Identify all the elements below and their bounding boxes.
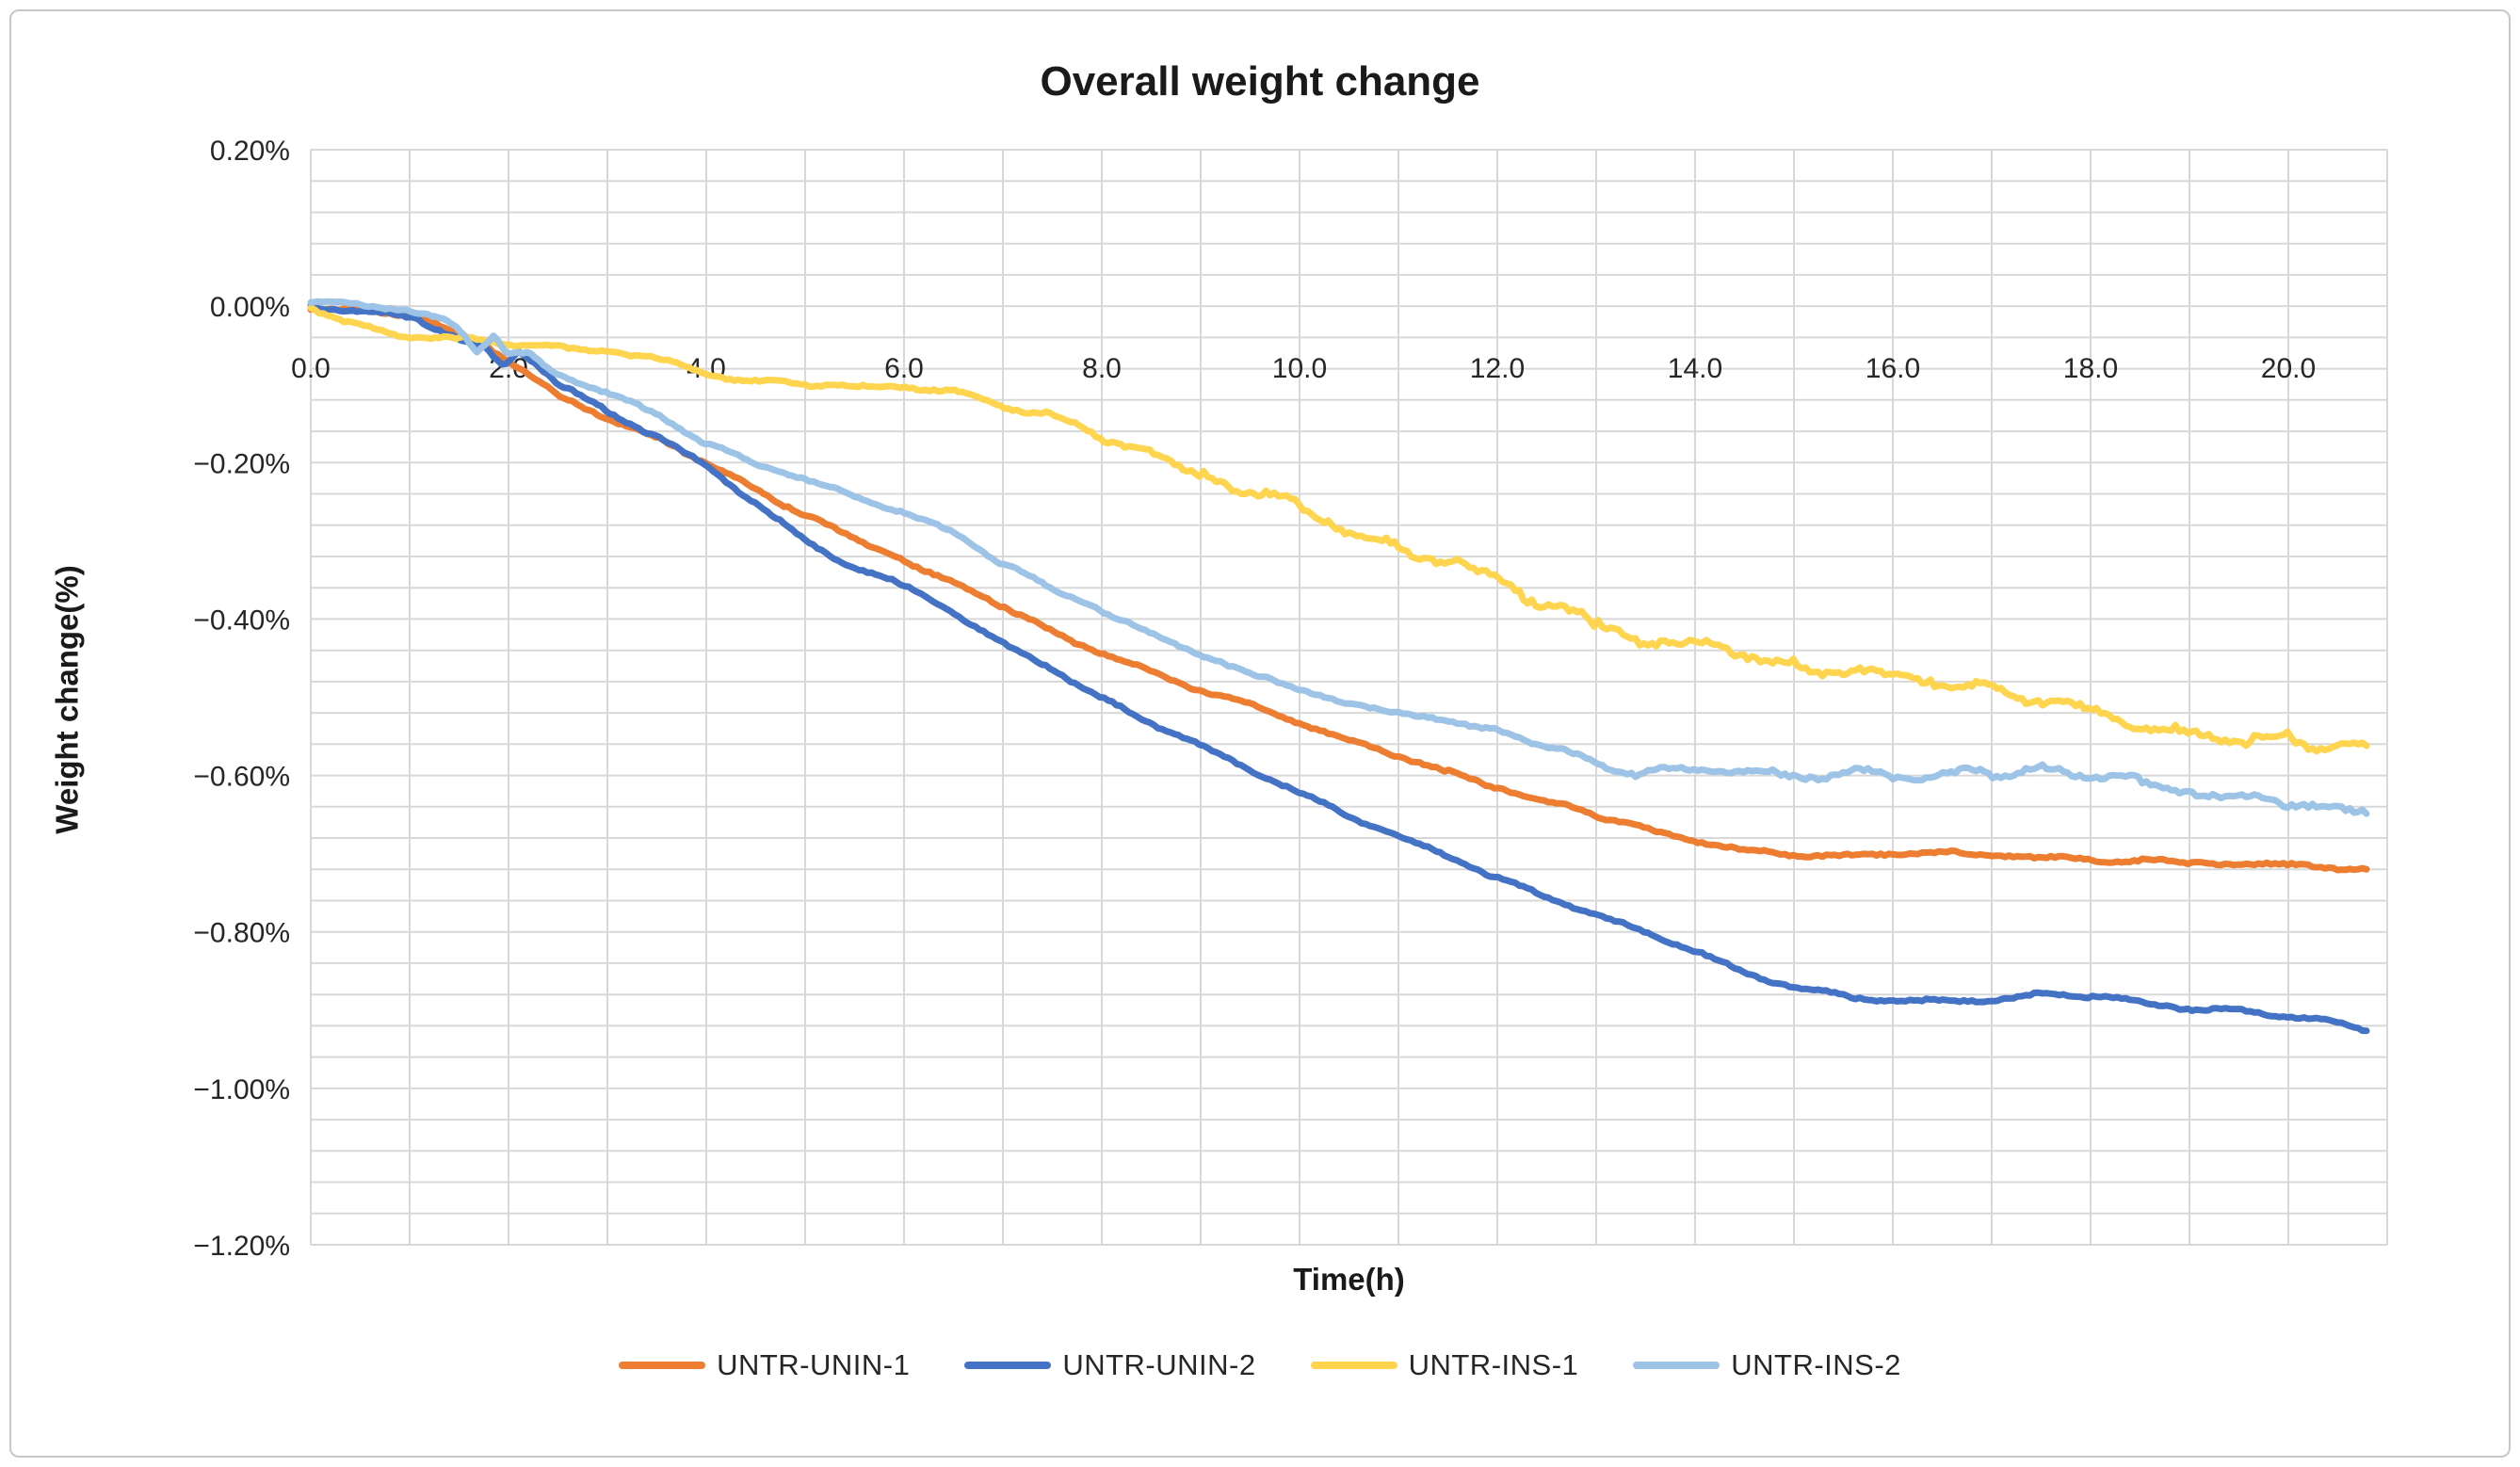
series-line-untr-ins-2 [307,298,2370,817]
legend-item-untr-unin-1: UNTR-UNIN-1 [619,1348,910,1382]
y-axis-title: Weight change(%) [49,565,85,834]
legend-line-swatch-yellow [1310,1362,1397,1369]
legend-item-untr-ins-1: UNTR-INS-1 [1310,1348,1579,1382]
legend-label: UNTR-UNIN-1 [717,1348,911,1381]
x-tick-label: 10.0 [1272,353,1327,384]
legend-item-untr-ins-2: UNTR-INS-2 [1633,1348,1901,1382]
series-line-untr-unin-1 [307,304,2370,874]
y-tick-label: −0.60% [193,762,290,793]
x-axis-title: Time(h) [1293,1262,1405,1297]
x-tick-label: 6.0 [884,353,924,384]
y-tick-label: −0.40% [193,605,290,636]
legend-line-swatch-blue [964,1362,1052,1369]
legend-label: UNTR-INS-2 [1731,1348,1901,1381]
series-line-untr-ins-1 [307,304,2370,755]
x-tick-label: 16.0 [1866,353,1920,384]
series-lines [307,298,2370,1035]
y-tick-label: −0.80% [193,918,290,949]
x-tick-label: 20.0 [2261,353,2316,384]
legend-line-swatch-orange [619,1362,706,1369]
y-tick-label: 0.20% [210,136,290,167]
legend-line-swatch-lightblue [1633,1362,1720,1369]
chart-legend: UNTR-UNIN-1 UNTR-UNIN-2 UNTR-INS-1 UNTR-… [0,1348,2520,1382]
chart-title: Overall weight change [1040,58,1480,105]
y-axis-tick-labels: 0.20% 0.00% −0.20% −0.40% −0.60% −0.80% −1.00%… [193,136,290,1262]
legend-label: UNTR-INS-1 [1408,1348,1579,1381]
x-tick-label: 8.0 [1082,353,1122,384]
x-axis-tick-labels: 0.0 2.0 4.0 6.0 8.0 10.0 12.0 14.0 16.0 18.0 20.0 [291,353,2316,384]
legend-item-untr-unin-2: UNTR-UNIN-2 [964,1348,1255,1382]
y-tick-label: −0.20% [193,448,290,479]
legend-label: UNTR-UNIN-2 [1062,1348,1256,1381]
y-tick-label: −1.20% [193,1231,290,1262]
x-tick-label: 0.0 [291,353,331,384]
series-line-untr-unin-2 [307,302,2370,1035]
x-tick-label: 12.0 [1470,353,1525,384]
gridlines [310,149,2388,1246]
x-tick-label: 18.0 [2063,353,2118,384]
chart-border-frame [9,9,2511,1458]
y-tick-label: 0.00% [210,292,290,323]
x-tick-label: 14.0 [1668,353,1722,384]
y-tick-label: −1.00% [193,1074,290,1105]
